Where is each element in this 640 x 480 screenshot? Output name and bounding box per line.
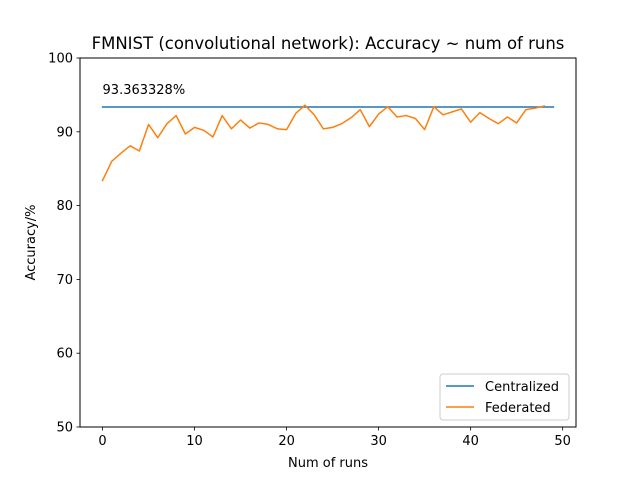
x-tick-label: 0 [98, 434, 106, 449]
x-tick-label: 40 [462, 434, 479, 449]
y-tick-label: 100 [48, 52, 73, 67]
y-tick-label: 60 [56, 347, 73, 362]
x-tick-label: 30 [370, 434, 387, 449]
centralized-accuracy-annotation: 93.363328% [103, 83, 186, 98]
chart-title: FMNIST (convolutional network): Accuracy… [92, 34, 565, 53]
x-tick-label: 20 [278, 434, 295, 449]
series-line-federated [101, 104, 546, 182]
y-tick-label: 70 [56, 273, 73, 288]
chart-marks [101, 104, 555, 182]
y-tick-label: 80 [56, 199, 73, 214]
x-tick-label: 50 [554, 434, 571, 449]
y-axis-label: Accuracy/% [24, 204, 39, 280]
legend: Centralized Federated [439, 373, 570, 421]
x-tick-label: 10 [186, 434, 203, 449]
legend-label-centralized: Centralized [485, 380, 559, 395]
x-ticks: 0 10 20 30 40 50 [98, 427, 571, 449]
legend-label-federated: Federated [485, 401, 551, 416]
plot-frame [79, 57, 577, 428]
x-axis-label: Num of runs [288, 456, 368, 471]
y-tick-label: 90 [56, 125, 73, 140]
y-ticks: 50 60 70 80 90 100 [48, 52, 80, 436]
y-tick-label: 50 [56, 421, 73, 436]
